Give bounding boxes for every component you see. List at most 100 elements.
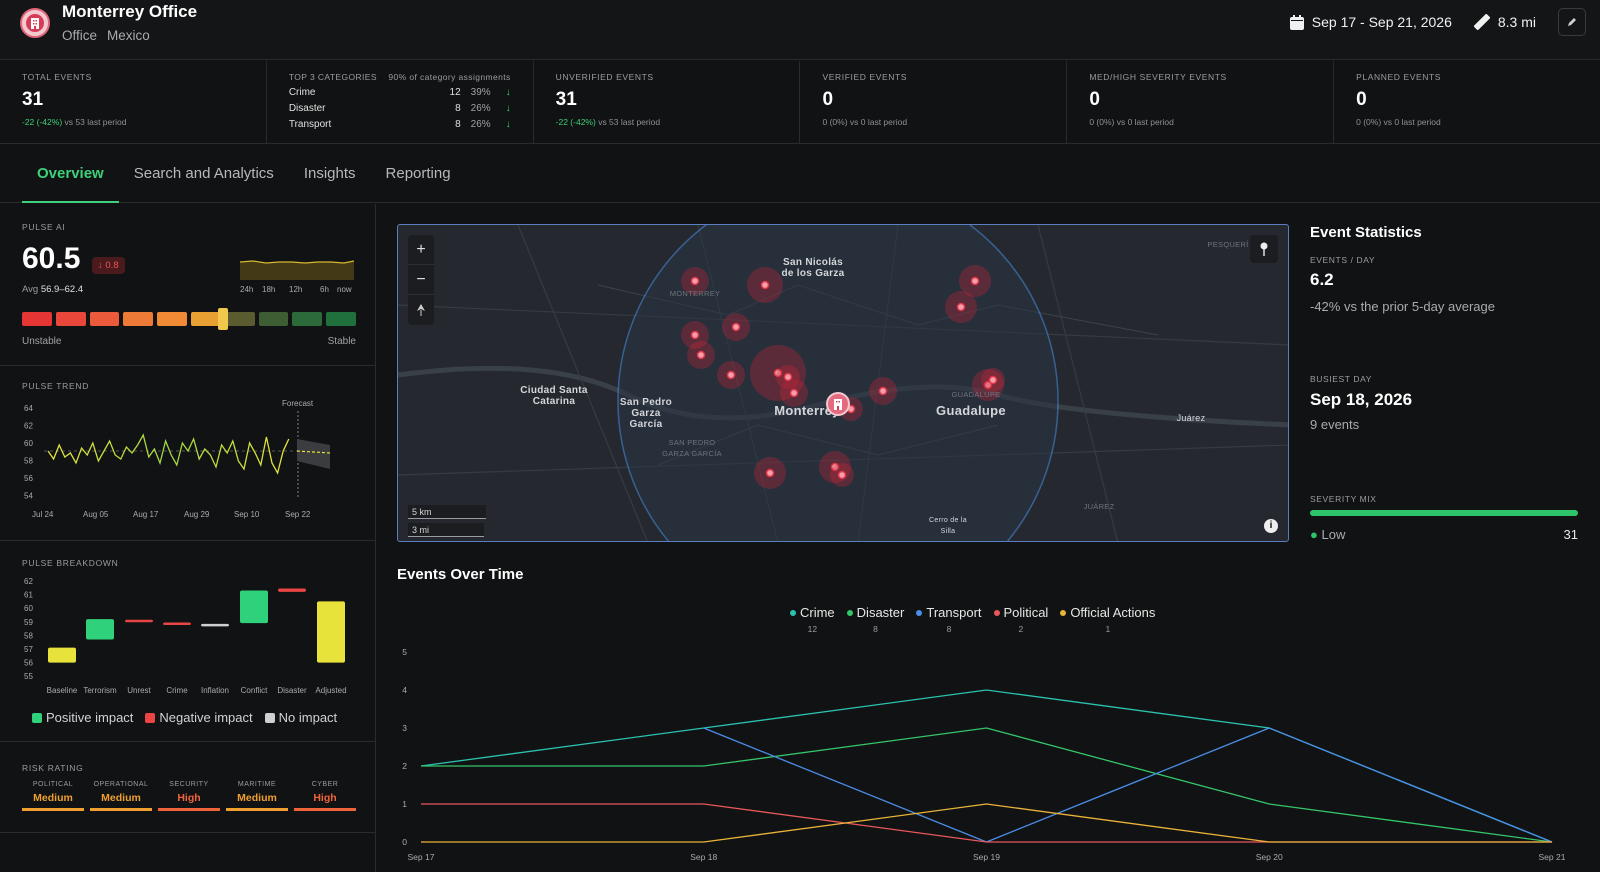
risk-rating-section: RISK RATING POLITICAL Medium OPERATIONAL Me… — [0, 743, 376, 833]
date-range-picker[interactable]: Sep 17 - Sep 21, 2026 — [1289, 14, 1452, 30]
severity-row: ● Low 31 — [1310, 527, 1578, 542]
busiest-day-value: Sep 18, 2026 — [1310, 390, 1413, 409]
breakdown-y-tick: 56 — [24, 659, 33, 668]
series-line — [421, 803, 1552, 843]
legend-name: Political — [1003, 605, 1049, 620]
legend-item[interactable]: Disaster 8 — [846, 605, 905, 634]
tab-insights[interactable]: Insights — [303, 165, 356, 182]
calendar-icon — [1289, 14, 1304, 30]
spark-tick: now — [337, 285, 352, 294]
pulse-trend-chart: 64 62 60 58 56 54 Jul 24 Aug 05 Aug 17 Aug 29 Sep… — [24, 399, 331, 519]
severity-name: Low — [1321, 527, 1346, 542]
legend-dot — [1060, 609, 1067, 616]
stat-label: MED/HIGH SEVERITY EVENTS — [1089, 72, 1227, 82]
pulse-breakdown-section: PULSE BREAKDOWN 62 61 60 59 58 57 56 55 Baseline… — [0, 542, 376, 742]
map-label-sanpedro-dim: SAN PEDRO GARZA GARCÍA — [662, 438, 722, 458]
section-label: RISK RATING — [22, 763, 84, 773]
pin-icon — [1260, 242, 1268, 256]
legend-count: 8 — [873, 624, 878, 634]
info-icon[interactable]: i — [1264, 519, 1278, 533]
breakdown-y-tick: 59 — [24, 618, 33, 627]
category-row: Transport 8 26% ↓ — [288, 119, 511, 130]
compass-button[interactable] — [408, 295, 434, 325]
stat-label: VERIFIED EVENTS — [822, 72, 908, 82]
pin-button[interactable] — [1250, 235, 1278, 263]
breakdown-bar — [240, 590, 268, 624]
trend-x-tick: Jul 24 — [32, 510, 54, 519]
trend-x-tick: Aug 17 — [133, 510, 159, 519]
event-marker — [830, 462, 840, 472]
arrow-down-icon: ↓ — [505, 119, 511, 130]
events-over-time-title: Events Over Time — [397, 566, 524, 583]
stat-value: 0 — [1356, 89, 1367, 110]
series-line — [703, 727, 1553, 843]
stat-unverified-events[interactable]: UNVERIFIED EVENTS 31 -22 (-42%) vs 53 la… — [534, 61, 801, 143]
stat-compare: 0 (0%) vs 0 last period — [1356, 117, 1441, 127]
stat-total-events[interactable]: TOTAL EVENTS 31 -22 (-42%) vs 53 last pe… — [0, 61, 267, 143]
risk-value: High — [294, 792, 356, 811]
zoom-in-button[interactable]: + — [408, 235, 434, 265]
stat-top-categories[interactable]: TOP 3 CATEGORIES 90% of category assignme… — [267, 61, 534, 143]
legend-item[interactable]: Crime 12 — [790, 605, 835, 634]
trend-x-tick: Aug 05 — [83, 510, 109, 519]
breakdown-x-tick: Unrest — [127, 686, 151, 695]
breakdown-bar — [163, 622, 191, 625]
radius-control[interactable]: 8.3 mi — [1473, 14, 1536, 30]
risk-item: OPERATIONAL Medium — [90, 781, 152, 811]
stat-verified-events[interactable]: VERIFIED EVENTS 0 0 (0%) vs 0 last perio… — [800, 61, 1068, 143]
stability-scale — [22, 312, 356, 326]
breakdown-bar — [317, 601, 345, 663]
edit-button[interactable] — [1558, 8, 1586, 36]
tab-overview[interactable]: Overview — [22, 145, 119, 203]
pencil-icon — [1568, 18, 1576, 26]
stat-planned-events[interactable]: PLANNED EVENTS 0 0 (0%) vs 0 last period — [1334, 61, 1600, 143]
y-tick: 5 — [402, 647, 407, 657]
map-label-juarez: Juárez — [1176, 413, 1206, 423]
legend-item[interactable]: Political 2 — [993, 605, 1049, 634]
legend-dot — [846, 609, 853, 616]
events-per-day-value: 6.2 — [1310, 270, 1334, 289]
events-over-time-legend: Crime 12 Disaster 8 Transport 8 Political 2 Offi… — [790, 605, 1155, 634]
legend-name: Disaster — [856, 605, 905, 620]
risk-item: CYBER High — [294, 781, 356, 811]
office-pin-icon[interactable] — [826, 392, 850, 416]
breakdown-x-tick: Disaster — [277, 686, 307, 695]
legend-none: No impact — [264, 710, 337, 725]
header: Monterrey Office Office Mexico Sep 17 - S… — [0, 0, 1600, 60]
trend-x-tick: Sep 22 — [285, 510, 311, 519]
breakdown-bar — [48, 647, 76, 663]
trend-y-tick: 60 — [24, 439, 33, 448]
stat-value: 0 — [822, 89, 834, 110]
map-canvas — [398, 225, 1288, 541]
section-label: PULSE TREND — [22, 381, 90, 391]
risk-item: POLITICAL Medium — [22, 781, 84, 811]
zoom-out-button[interactable]: − — [408, 265, 434, 295]
x-tick: Sep 17 — [408, 852, 435, 862]
event-map[interactable]: + − 5 km 3 mi i San Nicolás de los Garza… — [397, 224, 1289, 542]
pulse-breakdown-chart: 62 61 60 59 58 57 56 55 Baseline Terrorism Unrest C… — [24, 577, 347, 695]
legend-item[interactable]: Transport 8 — [916, 605, 982, 634]
legend-dot — [916, 609, 923, 616]
stat-compare: 0 (0%) vs 0 last period — [1089, 117, 1174, 127]
event-marker — [773, 368, 783, 378]
stat-medhigh-events[interactable]: MED/HIGH SEVERITY EVENTS 0 0 (0%) vs 0 l… — [1067, 61, 1335, 143]
event-marker — [956, 302, 966, 312]
legend-item[interactable]: Official Actions 1 — [1060, 605, 1155, 634]
arrow-down-icon: ↓ — [505, 103, 511, 114]
breakdown-bar — [86, 619, 114, 640]
risk-value: Medium — [226, 792, 288, 811]
stable-label: Stable — [327, 336, 356, 347]
events-per-day-compare: -42% vs the prior 5-day average — [1310, 299, 1495, 314]
y-tick: 4 — [402, 685, 407, 695]
busiest-day-count: 9 events — [1310, 417, 1360, 432]
tab-search-analytics[interactable]: Search and Analytics — [133, 165, 274, 182]
stat-value: 31 — [555, 89, 577, 110]
events-per-day-label: EVENTS / DAY — [1310, 255, 1376, 265]
tab-reporting[interactable]: Reporting — [385, 165, 451, 182]
breakdown-y-tick: 62 — [24, 577, 33, 586]
location-country: Mexico — [107, 28, 150, 43]
event-marker — [983, 380, 993, 390]
event-marker — [731, 322, 741, 332]
busiest-day-label: BUSIEST DAY — [1310, 374, 1373, 384]
trend-y-tick: 62 — [24, 422, 33, 431]
